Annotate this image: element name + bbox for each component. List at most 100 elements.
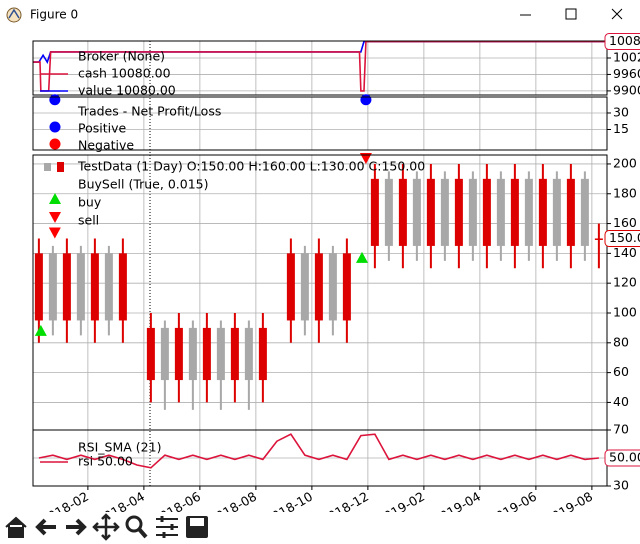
trade-point <box>49 94 61 106</box>
candle-body <box>412 178 421 246</box>
candle-body <box>62 253 71 321</box>
candle-body <box>594 238 603 240</box>
sell-marker <box>359 152 372 164</box>
forward-button[interactable] <box>66 518 87 536</box>
legend-label: value 10080.00 <box>78 83 176 98</box>
candle-body <box>202 327 211 381</box>
legend-label: RSI_SMA (21) <box>78 440 161 455</box>
sell-marker <box>48 227 61 239</box>
line-series <box>33 40 607 64</box>
y-tick-label: 15 <box>613 121 629 136</box>
y-tick-label: 9960 <box>613 66 640 81</box>
close-button[interactable] <box>611 8 623 20</box>
legend-label: cash 10080.00 <box>78 66 171 81</box>
last-value-box <box>604 449 640 467</box>
maximize-button[interactable] <box>565 8 577 20</box>
candle-body <box>538 178 547 246</box>
panel-frame <box>32 40 608 96</box>
legend-candle <box>44 163 51 171</box>
legend-label: Broker (None) <box>78 49 165 64</box>
buy-marker <box>34 324 47 336</box>
candle-body <box>370 178 379 246</box>
candle-body <box>258 327 267 381</box>
y-tick-label: 200 <box>613 155 637 170</box>
candle-body <box>440 178 449 246</box>
legend-label: Trades - Net Profit/Loss <box>77 104 221 119</box>
y-tick-label: 140 <box>613 245 637 260</box>
y-tick-label: 180 <box>613 185 637 200</box>
configure-button[interactable] <box>156 518 178 536</box>
back-button[interactable] <box>35 518 56 536</box>
candle-body <box>300 253 309 321</box>
legend-candle <box>57 162 64 172</box>
zoom-button[interactable] <box>125 515 143 533</box>
last-value-label: 150.00 <box>609 230 640 245</box>
pan-button[interactable] <box>92 513 120 541</box>
home-button[interactable] <box>5 516 27 538</box>
configure-sliders <box>160 516 174 538</box>
y-tick-label: 40 <box>613 394 629 409</box>
candle-body <box>146 327 155 381</box>
candle-body <box>216 327 225 381</box>
candle-body <box>174 327 183 381</box>
candle-body <box>482 178 491 246</box>
candle-body <box>230 327 239 381</box>
legend-label: buy <box>78 195 102 210</box>
zoom-handle <box>137 527 148 539</box>
legend-label: rsi 50.00 <box>78 454 133 469</box>
last-value-box <box>604 33 640 51</box>
legend-marker <box>49 212 61 223</box>
candle-body <box>104 253 113 321</box>
candle-body <box>160 327 169 381</box>
y-tick-label: 60 <box>613 364 629 379</box>
candle-body <box>426 178 435 246</box>
candle-body <box>48 253 57 321</box>
legend-label: Positive <box>78 121 126 136</box>
candle-body <box>118 253 127 321</box>
y-tick-label: 30 <box>613 104 629 119</box>
y-tick-label: 100 <box>613 304 637 319</box>
last-value-label: 10080.00 <box>609 33 640 48</box>
y-tick-label: 120 <box>613 275 637 290</box>
candle-body <box>314 253 323 321</box>
legend-label: Negative <box>78 138 134 153</box>
candle-body <box>580 178 589 246</box>
title-bar: Figure 0 <box>6 7 623 23</box>
candle-body <box>76 253 85 321</box>
candle-body <box>510 178 519 246</box>
window-title: Figure 0 <box>30 8 78 22</box>
y-tick-label: 30 <box>613 478 629 493</box>
legend-marker <box>49 121 61 133</box>
candle-body <box>342 253 351 321</box>
save-label <box>190 518 204 526</box>
panel-frame <box>32 96 608 151</box>
legend-marker <box>49 138 61 150</box>
app-icon <box>6 7 22 23</box>
candle-body <box>328 253 337 321</box>
candle-body <box>468 178 477 246</box>
candle-body <box>496 178 505 246</box>
last-value-label: 50.00 <box>609 450 640 465</box>
trade-point <box>360 94 372 106</box>
toolbar <box>0 512 640 544</box>
legend-marker <box>49 193 61 204</box>
candle-body <box>384 178 393 246</box>
candle-body <box>524 178 533 246</box>
legend-label: sell <box>78 213 99 228</box>
candle-body <box>398 178 407 246</box>
y-tick-label: 80 <box>613 334 629 349</box>
y-tick-label: 160 <box>613 215 637 230</box>
y-tick-label: 70 <box>613 422 629 437</box>
candle-body <box>566 178 575 246</box>
last-value-box <box>604 229 640 247</box>
line-series <box>38 433 599 469</box>
candle-body <box>90 253 99 321</box>
line-series <box>33 40 607 92</box>
candle-body <box>188 327 197 381</box>
candle-body <box>552 178 561 246</box>
candle-body <box>244 327 253 381</box>
app-icon-glyph <box>8 8 20 19</box>
